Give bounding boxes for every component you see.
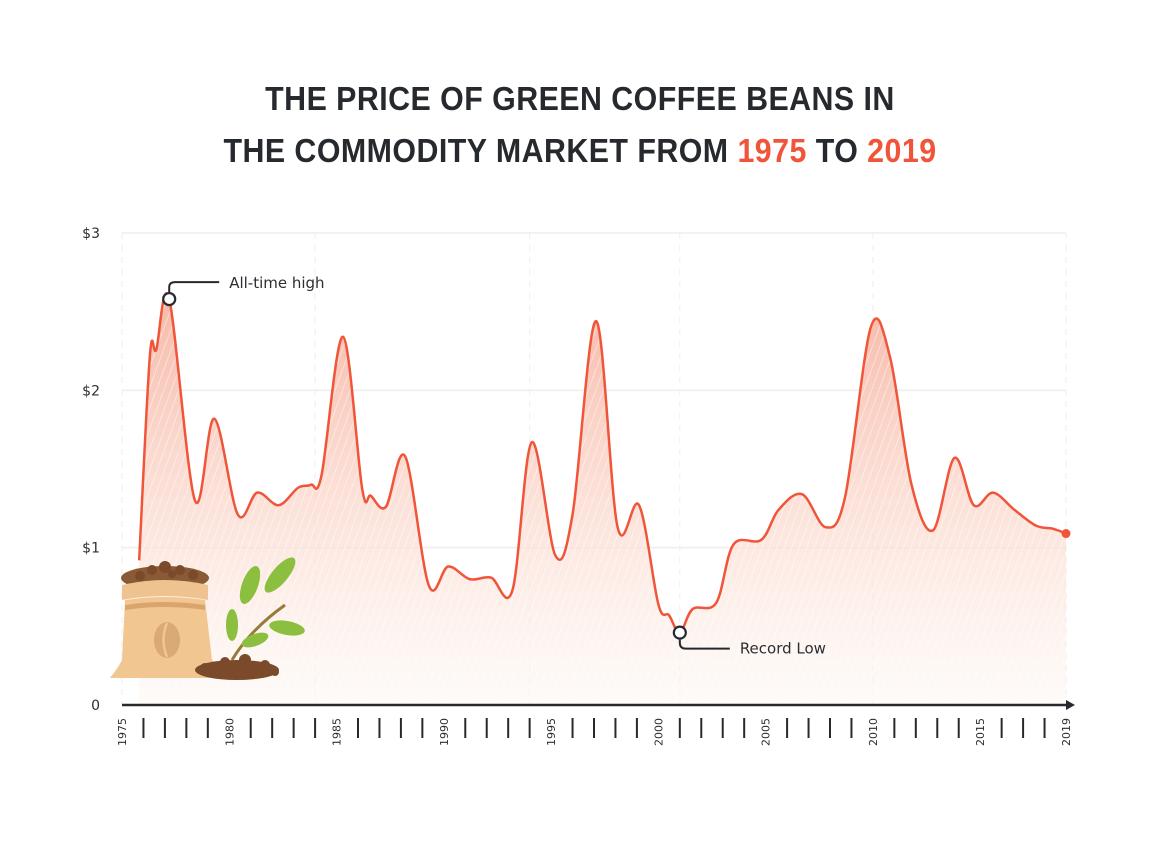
x-tick-label: 2010 (867, 718, 880, 746)
y-tick-label: 0 (91, 698, 100, 714)
annotation-leader (168, 281, 220, 293)
axes (122, 700, 1075, 710)
chart-title-line1: THE PRICE OF GREEN COFFEE BEANS IN (265, 80, 895, 117)
x-tick-label: 2015 (974, 718, 987, 746)
title-start-year: 1975 (737, 132, 807, 169)
x-tick-label: 1990 (438, 718, 451, 746)
x-axis-arrow-icon (1066, 700, 1075, 710)
annotation-label-high: All-time high (229, 274, 324, 292)
x-tick-label: 1995 (545, 718, 558, 746)
price-line (137, 292, 1071, 634)
chart-title-line2: THE COMMODITY MARKET FROM 1975 TO 2019 (46, 132, 1113, 170)
y-tick-label: $3 (82, 226, 100, 242)
x-tick-label: 1980 (223, 718, 236, 746)
title-prefix: THE COMMODITY MARKET FROM (223, 132, 738, 169)
annotation-leader (678, 639, 730, 650)
y-tick-label: $2 (82, 383, 100, 399)
x-tick-label: 2005 (760, 718, 773, 746)
y-tick-labels: 0 $1 $2 $3 (82, 226, 100, 714)
annotations: All-time high Record Low (162, 274, 826, 658)
end-point-marker (1061, 529, 1071, 539)
annotation-label-low: Record Low (740, 640, 826, 658)
x-ticks: 1975 1980 1985 1990 1995 2000 2005 2010 2015 2019 (116, 718, 1073, 746)
x-tick-label: 2019 (1060, 718, 1073, 746)
x-tick-label: 2000 (652, 718, 665, 746)
x-tick-label: 1975 (116, 718, 129, 746)
area-fill (139, 293, 1066, 705)
annotation-marker (162, 291, 177, 307)
annotation-marker (672, 625, 687, 640)
price-series-line (137, 292, 1067, 634)
title-middle: TO (806, 132, 868, 169)
title-end-year: 2019 (867, 132, 937, 169)
area-hatch (139, 293, 1066, 705)
x-tick-label: 1985 (331, 718, 344, 746)
coffee-sack-illustration (110, 557, 305, 680)
y-tick-label: $1 (82, 541, 100, 557)
